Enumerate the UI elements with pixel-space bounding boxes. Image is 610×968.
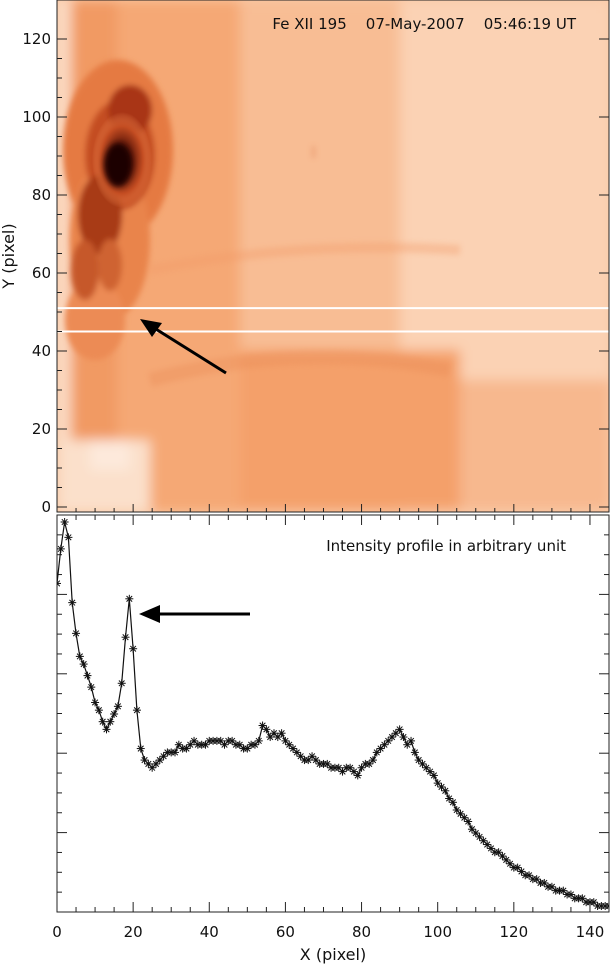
- profile-point: [437, 782, 446, 791]
- heatmap: [57, 0, 609, 512]
- profile-point: [368, 756, 377, 765]
- profile-point: [388, 733, 397, 742]
- profile-x-tick-label: 20: [124, 923, 143, 941]
- profile-point: [353, 771, 362, 780]
- profile-point: [132, 706, 141, 715]
- profile-x-tick-label: 40: [200, 923, 219, 941]
- image-y-tick-label: 60: [32, 264, 51, 282]
- image-y-tick-label: 0: [41, 498, 51, 516]
- profile-x-tick-label: 60: [276, 923, 295, 941]
- profile-point: [98, 717, 107, 726]
- profile-point: [391, 729, 400, 738]
- profile-point: [376, 744, 385, 753]
- profile-x-axis-title: X (pixel): [300, 945, 366, 964]
- profile-point: [441, 786, 450, 795]
- profile-point: [87, 683, 96, 692]
- profile-point: [144, 759, 153, 768]
- image-panel: 0 20 40 60 80 100 120 Fe XII 195 07-May-2007 0…: [0, 0, 610, 516]
- profile-point: [182, 744, 191, 753]
- profile-point: [121, 633, 130, 642]
- profile-point: [171, 748, 180, 757]
- profile-point: [448, 798, 457, 807]
- image-y-axis-title: Y (pixel): [0, 223, 18, 289]
- profile-point: [102, 725, 111, 734]
- profile-x-tick-labels: 0 20 40 60 80 100 120 140: [52, 923, 604, 941]
- profile-point: [422, 763, 431, 772]
- image-y-tick-label: 40: [32, 342, 51, 360]
- profile-arrow: [139, 605, 250, 623]
- profile-panel: 0 20 40 60 80 100 120 140 Intensity profile in …: [52, 514, 610, 964]
- profile-x-tick-label: 140: [576, 923, 605, 941]
- profile-point: [91, 698, 100, 707]
- profile-point: [129, 644, 138, 653]
- profile-point: [72, 629, 81, 638]
- profile-point: [395, 725, 404, 734]
- profile-point: [380, 740, 389, 749]
- profile-x-tick-label: 120: [500, 923, 529, 941]
- profile-point: [125, 594, 134, 603]
- image-title: Fe XII 195 07-May-2007 05:46:19 UT: [272, 15, 576, 33]
- profile-markers: [57, 518, 609, 910]
- profile-point: [456, 809, 465, 818]
- profile-point: [410, 748, 419, 757]
- profile-point: [254, 736, 263, 745]
- profile-point: [403, 740, 412, 749]
- image-ticks: [56, 38, 610, 512]
- profile-x-tick-label: 80: [352, 923, 371, 941]
- profile-point: [250, 740, 259, 749]
- profile-point: [277, 729, 286, 738]
- profile-x-tick-label: 0: [52, 923, 62, 941]
- profile-point: [57, 544, 65, 553]
- profile-point: [57, 579, 61, 588]
- profile-point: [399, 733, 408, 742]
- profile-point: [79, 660, 88, 669]
- profile-point: [113, 702, 122, 711]
- image-frame: [56, 0, 610, 513]
- image-y-tick-label: 120: [22, 30, 51, 48]
- image-arrow: [140, 319, 227, 375]
- profile-point: [106, 717, 115, 726]
- profile-title: Intensity profile in arbitrary unit: [326, 537, 566, 555]
- profile-ticks: [56, 514, 610, 913]
- profile-point: [262, 725, 271, 734]
- image-y-tick-labels: 0 20 40 60 80 100 120: [22, 30, 51, 516]
- profile-point: [75, 652, 84, 661]
- profile-point: [281, 736, 290, 745]
- profile-point: [464, 817, 473, 826]
- image-y-tick-label: 80: [32, 186, 51, 204]
- profile-point: [83, 671, 92, 680]
- profile-point: [136, 744, 145, 753]
- profile-point: [117, 679, 126, 688]
- profile-point: [467, 825, 476, 834]
- profile-point: [407, 736, 416, 745]
- profile-point: [452, 806, 461, 814]
- profile-x-tick-label: 100: [423, 923, 452, 941]
- profile-point: [110, 710, 119, 718]
- image-y-tick-label: 100: [22, 108, 51, 126]
- profile-point: [64, 533, 73, 542]
- profile-point: [429, 771, 438, 780]
- profile-frame: [56, 514, 610, 913]
- image-y-tick-label: 20: [32, 420, 51, 438]
- profile-point: [94, 706, 103, 715]
- profile-point: [68, 598, 77, 607]
- profile-point: [151, 759, 160, 768]
- profile-point: [60, 518, 69, 526]
- profile-point: [148, 763, 157, 772]
- profile-point: [605, 902, 609, 910]
